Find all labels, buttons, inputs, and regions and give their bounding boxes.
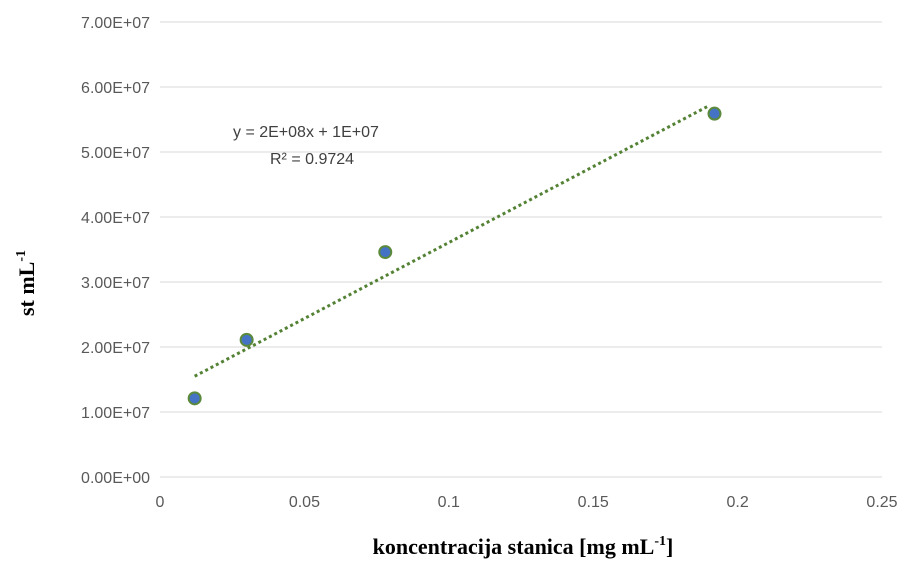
data-point (378, 245, 393, 260)
x-tick-label: 0.25 (866, 494, 897, 511)
x-tick-labels: 0 0.05 0.1 0.15 0.2 0.25 (156, 494, 898, 511)
y-axis-title-superscript: -1 (14, 250, 29, 262)
y-tick-label: 2.00E+07 (81, 340, 150, 357)
y-tick-label: 1.00E+07 (81, 405, 150, 422)
x-tick-label: 0.2 (726, 494, 748, 511)
trendline-r-squared: R² = 0.9724 (270, 151, 354, 168)
y-tick-label: 4.00E+07 (81, 210, 150, 227)
data-point (187, 391, 202, 406)
data-points (187, 106, 722, 406)
y-tick-label: 5.00E+07 (81, 145, 150, 162)
gridlines (160, 21, 882, 478)
y-tick-label: 7.00E+07 (81, 15, 150, 32)
y-tick-labels: 0.00E+00 1.00E+07 2.00E+07 3.00E+07 4.00E+07… (81, 15, 150, 487)
x-tick-label: 0.1 (438, 494, 460, 511)
y-tick-label: 0.00E+00 (81, 470, 150, 487)
data-point (239, 332, 254, 347)
x-tick-label: 0.05 (289, 494, 320, 511)
data-point (707, 106, 722, 121)
trendline (193, 104, 710, 378)
x-axis-title-main: koncentracija stanica [mg mL (373, 534, 655, 559)
trendline-group (193, 104, 710, 378)
y-axis-title: st mL-1 (14, 250, 39, 316)
y-tick-label: 3.00E+07 (81, 275, 150, 292)
y-tick-label: 6.00E+07 (81, 80, 150, 97)
x-tick-label: 0 (156, 494, 165, 511)
x-axis-title-superscript: -1 (654, 534, 666, 549)
x-axis-title-end: ] (666, 534, 673, 559)
y-axis-title-main: st mL (14, 262, 39, 316)
x-tick-label: 0.15 (578, 494, 609, 511)
x-axis-title: koncentracija stanica [mg mL-1] (373, 534, 674, 559)
trendline-equation: y = 2E+08x + 1E+07 (233, 124, 379, 141)
